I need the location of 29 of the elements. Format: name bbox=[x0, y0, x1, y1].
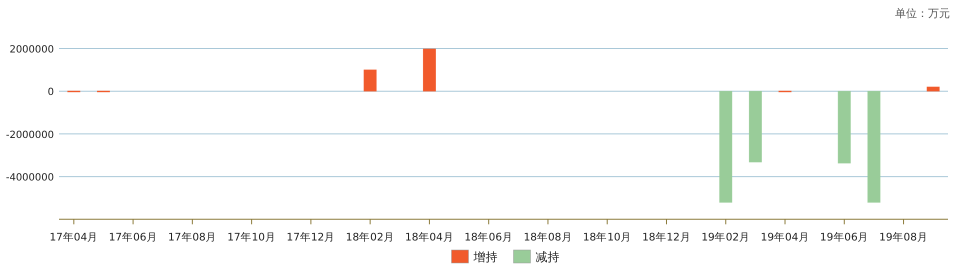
bar bbox=[926, 86, 940, 92]
y-tick-label: -2000000 bbox=[6, 130, 54, 141]
x-tick-label: 17年06月 bbox=[108, 231, 158, 244]
x-tick-label: 19年06月 bbox=[820, 231, 869, 244]
x-tick-label: 19年04月 bbox=[760, 231, 810, 244]
x-tick-label: 19年02月 bbox=[701, 231, 750, 244]
x-tick-label: 18年10月 bbox=[582, 231, 632, 244]
x-tick-label: 18年06月 bbox=[464, 231, 514, 244]
x-tick-label: 18年04月 bbox=[405, 231, 454, 244]
x-tick-label: 17年04月 bbox=[49, 231, 98, 244]
bar bbox=[364, 70, 377, 92]
bar bbox=[422, 48, 436, 92]
legend-label: 增持 bbox=[472, 250, 498, 264]
x-tick-label: 18年12月 bbox=[642, 231, 691, 244]
y-tick-label: 2000000 bbox=[9, 44, 54, 56]
x-tick-label: 17年10月 bbox=[227, 231, 276, 244]
bar bbox=[719, 90, 732, 203]
text: 单位：万元 bbox=[895, 7, 950, 20]
bar bbox=[748, 90, 762, 162]
x-tick-label: 18年08月 bbox=[524, 231, 572, 244]
x-tick-label: 17年08月 bbox=[168, 231, 217, 244]
y-tick-label: 0 bbox=[48, 87, 54, 98]
legend-label: 减持 bbox=[536, 250, 560, 264]
bar bbox=[867, 90, 880, 203]
x-tick-label: 18年02月 bbox=[346, 231, 395, 244]
y-tick-label: -4000000 bbox=[6, 172, 54, 184]
bar bbox=[838, 90, 851, 164]
x-tick-label: 17年12月 bbox=[286, 231, 336, 244]
x-tick-label: 19年08月 bbox=[879, 231, 928, 244]
